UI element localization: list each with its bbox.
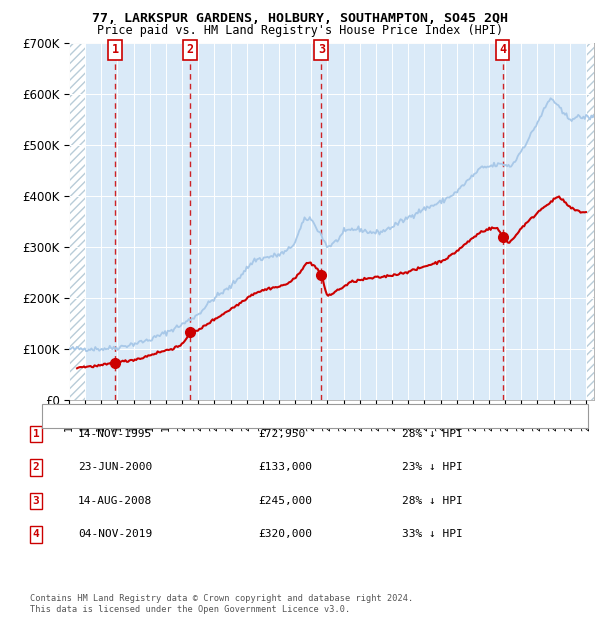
Text: 4: 4: [32, 529, 40, 539]
Text: 3: 3: [32, 496, 40, 506]
Text: 14-AUG-2008: 14-AUG-2008: [78, 496, 152, 506]
Text: 2: 2: [32, 463, 40, 472]
Text: 1: 1: [112, 43, 119, 56]
Bar: [69, 43, 85, 400]
Bar: [586, 43, 594, 400]
Bar: [586, 43, 594, 400]
Text: Price paid vs. HM Land Registry's House Price Index (HPI): Price paid vs. HM Land Registry's House …: [97, 24, 503, 37]
Text: HPI: Average price, detached house, New Forest: HPI: Average price, detached house, New …: [78, 419, 343, 428]
Text: £72,950: £72,950: [258, 429, 305, 439]
Text: 1: 1: [32, 429, 40, 439]
Text: 14-NOV-1995: 14-NOV-1995: [78, 429, 152, 439]
Text: 4: 4: [499, 43, 506, 56]
Text: 23% ↓ HPI: 23% ↓ HPI: [402, 463, 463, 472]
Text: 77, LARKSPUR GARDENS, HOLBURY, SOUTHAMPTON, SO45 2QH (detached house): 77, LARKSPUR GARDENS, HOLBURY, SOUTHAMPT…: [78, 405, 475, 414]
Text: This data is licensed under the Open Government Licence v3.0.: This data is licensed under the Open Gov…: [30, 604, 350, 614]
Text: 28% ↓ HPI: 28% ↓ HPI: [402, 496, 463, 506]
Text: 04-NOV-2019: 04-NOV-2019: [78, 529, 152, 539]
Bar: [69, 43, 85, 400]
Text: 2: 2: [186, 43, 193, 56]
Text: 28% ↓ HPI: 28% ↓ HPI: [402, 429, 463, 439]
Text: 33% ↓ HPI: 33% ↓ HPI: [402, 529, 463, 539]
Text: Contains HM Land Registry data © Crown copyright and database right 2024.: Contains HM Land Registry data © Crown c…: [30, 593, 413, 603]
Text: 77, LARKSPUR GARDENS, HOLBURY, SOUTHAMPTON, SO45 2QH: 77, LARKSPUR GARDENS, HOLBURY, SOUTHAMPT…: [92, 12, 508, 25]
Text: 23-JUN-2000: 23-JUN-2000: [78, 463, 152, 472]
Text: 3: 3: [318, 43, 325, 56]
Text: £245,000: £245,000: [258, 496, 312, 506]
Text: £133,000: £133,000: [258, 463, 312, 472]
Text: £320,000: £320,000: [258, 529, 312, 539]
